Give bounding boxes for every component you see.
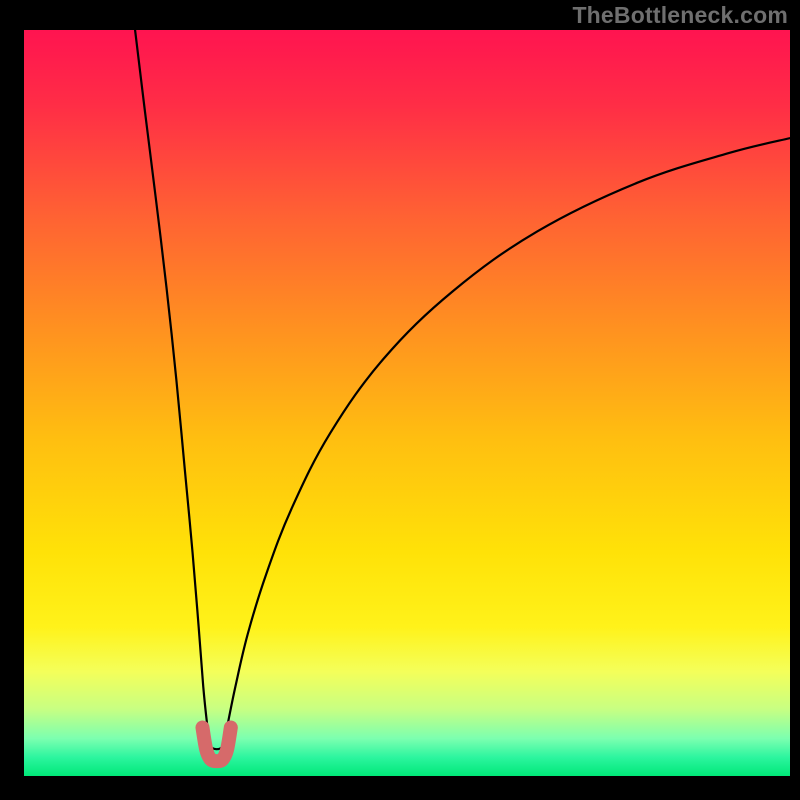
- gradient-background: [24, 30, 790, 776]
- chart-svg: [24, 30, 790, 776]
- watermark-text: TheBottleneck.com: [572, 2, 788, 29]
- plot-area: [24, 30, 790, 776]
